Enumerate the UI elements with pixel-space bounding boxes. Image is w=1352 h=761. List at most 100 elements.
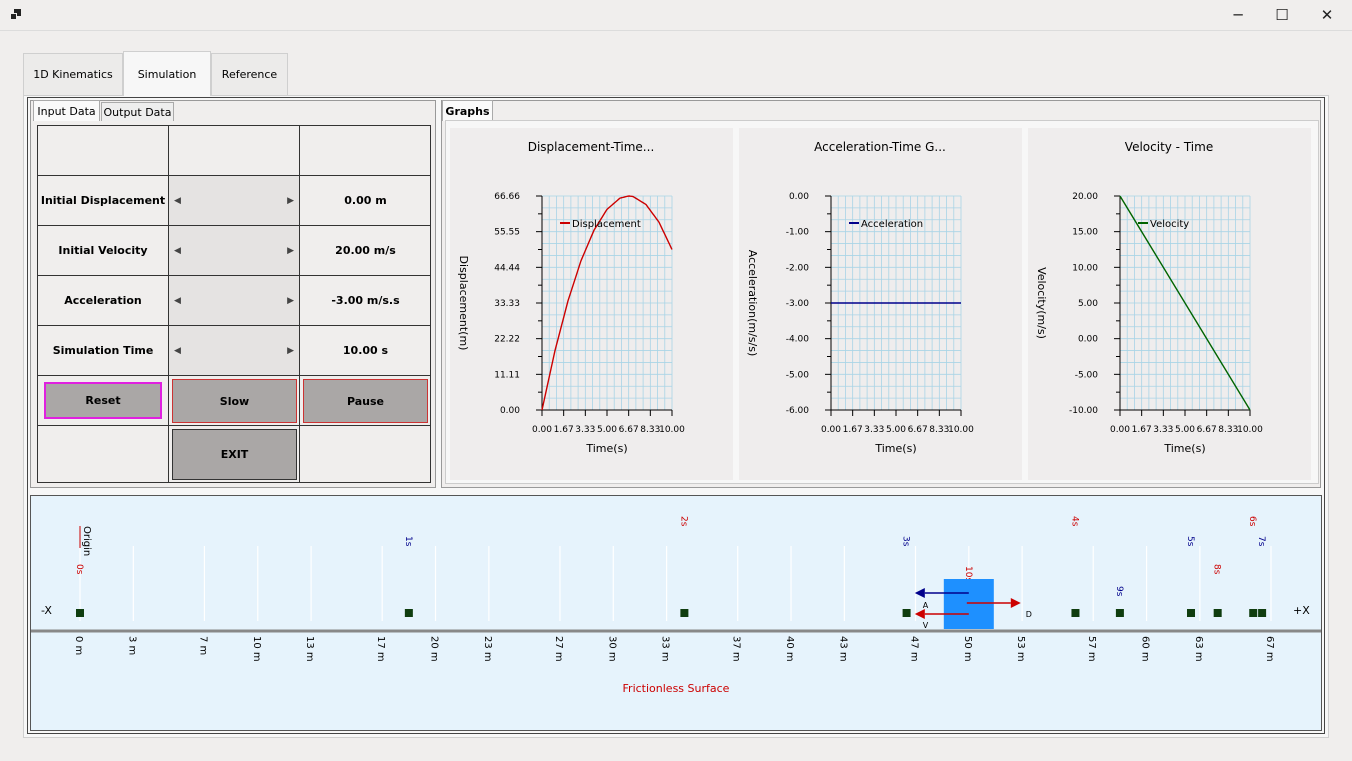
simulation-time-value: 10.00 s — [300, 326, 431, 376]
ruler-label: 67 m — [1264, 636, 1275, 662]
x-tick-label: 8.33 — [1218, 425, 1238, 435]
close-button[interactable]: ✕ — [1320, 6, 1334, 24]
x-tick-label: 10.00 — [948, 425, 974, 435]
time-label: 5s — [1185, 536, 1195, 547]
time-label: 1s — [403, 536, 413, 547]
simulation-time-slider[interactable]: ◀ ▶ — [169, 326, 300, 376]
position-marker — [1115, 609, 1124, 617]
ruler-label: 33 m — [660, 636, 671, 662]
acceleration-arrowhead — [914, 588, 925, 598]
ruler-label: 3 m — [126, 636, 137, 655]
exit-button[interactable]: EXIT — [172, 429, 297, 480]
x-tick-label: 6.67 — [619, 425, 639, 435]
ruler-label: 53 m — [1015, 636, 1026, 662]
chart-title: Acceleration-Time G... — [814, 140, 946, 154]
y-tick-label: 0.00 — [789, 192, 809, 202]
acceleration-slider[interactable]: ◀ ▶ — [169, 276, 300, 326]
initial-velocity-slider[interactable]: ◀ ▶ — [169, 226, 300, 276]
ruler-label: 20 m — [429, 636, 440, 662]
y-axis-label: Acceleration(m/s/s) — [746, 250, 759, 357]
legend-label: Velocity — [1150, 219, 1189, 230]
initial-velocity-value: 20.00 m/s — [300, 226, 431, 276]
x-tick-label: 1.67 — [554, 425, 574, 435]
time-label: 9s — [1114, 586, 1124, 597]
position-marker — [404, 609, 413, 617]
reset-button[interactable]: Reset — [44, 382, 162, 419]
ruler-label: 7 m — [197, 636, 208, 655]
ruler-label: 43 m — [837, 636, 848, 662]
y-tick-label: -1.00 — [786, 228, 810, 238]
tab-reference[interactable]: Reference — [211, 53, 288, 95]
x-tick-label: 0.00 — [532, 425, 552, 435]
tab-simulation[interactable]: Simulation — [123, 51, 211, 96]
panel-frame — [27, 97, 1325, 734]
ruler-label: 23 m — [482, 636, 493, 662]
legend-label: Displacement — [572, 219, 641, 230]
chart-title: Velocity - Time — [1125, 140, 1213, 154]
ruler-label: 27 m — [553, 636, 564, 662]
surface-label: Frictionless Surface — [623, 682, 730, 695]
y-tick-label: -5.00 — [786, 370, 810, 380]
y-tick-label: 55.55 — [494, 228, 520, 238]
x-tick-label: 1.67 — [1132, 425, 1152, 435]
position-marker — [76, 609, 84, 617]
time-label: 0s — [74, 564, 84, 575]
tab-graphs[interactable]: Graphs — [442, 100, 493, 121]
x-axis-label: Time(s) — [585, 442, 627, 455]
x-tick-label: 3.33 — [1153, 425, 1173, 435]
moving-object — [943, 579, 994, 629]
displacement-label: D — [1026, 610, 1032, 619]
x-tick-label: 10.00 — [1237, 425, 1263, 435]
maximize-button[interactable]: ☐ — [1275, 6, 1289, 24]
tab-output-data[interactable]: Output Data — [101, 102, 174, 121]
title-bar: ─ ☐ ✕ — [0, 0, 1352, 30]
time-label: 2s — [678, 516, 688, 527]
time-label: 3s — [901, 536, 911, 547]
slow-button[interactable]: Slow — [172, 379, 297, 423]
ruler-label: 0 m — [73, 636, 84, 655]
x-tick-label: 3.33 — [864, 425, 884, 435]
chart-title: Displacement-Time... — [528, 140, 655, 154]
velocity-chart: Velocity - Time 20.00 15.00 10.00 5.00 0.00 -5… — [1028, 128, 1311, 480]
x-tick-label: 1.67 — [843, 425, 863, 435]
y-tick-label: 0.00 — [500, 406, 520, 416]
y-tick-label: -6.00 — [786, 406, 810, 416]
ruler-label: 63 m — [1193, 636, 1204, 662]
y-tick-label: 20.00 — [1072, 192, 1098, 202]
input-grid: Initial Displacement ◀ ▶ 0.00 m Initial V… — [37, 125, 431, 483]
ruler-label: 47 m — [908, 636, 919, 662]
tab-1d-kinematics[interactable]: 1D Kinematics — [23, 53, 123, 95]
x-axis-label: Time(s) — [874, 442, 916, 455]
ruler-label: 40 m — [784, 636, 795, 662]
displacement-arrowhead — [1010, 598, 1021, 608]
initial-displacement-slider[interactable]: ◀ ▶ — [169, 176, 300, 226]
position-marker — [1258, 609, 1267, 617]
position-marker — [1071, 609, 1080, 617]
x-tick-label: 5.00 — [597, 425, 617, 435]
plus-x-label: +X — [1293, 604, 1310, 617]
y-tick-label: -2.00 — [786, 263, 810, 273]
time-label: 7s — [1256, 536, 1266, 547]
tab-input-data[interactable]: Input Data — [33, 100, 100, 121]
x-tick-label: 3.33 — [575, 425, 595, 435]
time-label: 6s — [1247, 516, 1257, 527]
series-line-velocity — [1119, 195, 1251, 411]
ruler-label: 60 m — [1140, 636, 1151, 662]
y-tick-label: 22.22 — [494, 335, 520, 345]
ruler-label: 17 m — [375, 636, 386, 662]
app-icon — [10, 9, 22, 21]
acceleration-label: A — [923, 601, 929, 610]
minus-x-label: -X — [41, 604, 52, 617]
position-marker — [1249, 609, 1258, 617]
minimize-button[interactable]: ─ — [1233, 6, 1243, 24]
y-tick-label: -5.00 — [1075, 370, 1099, 380]
acceleration-label: Acceleration — [38, 276, 169, 326]
y-tick-label: 33.33 — [494, 299, 520, 309]
y-tick-label: 44.44 — [494, 263, 520, 273]
origin-label: Origin — [81, 526, 92, 556]
ruler-label: 10 m — [251, 636, 262, 662]
position-marker — [680, 609, 689, 617]
y-tick-label: 15.00 — [1072, 228, 1098, 238]
pause-button[interactable]: Pause — [303, 379, 428, 423]
series-line-displacement — [541, 195, 673, 411]
